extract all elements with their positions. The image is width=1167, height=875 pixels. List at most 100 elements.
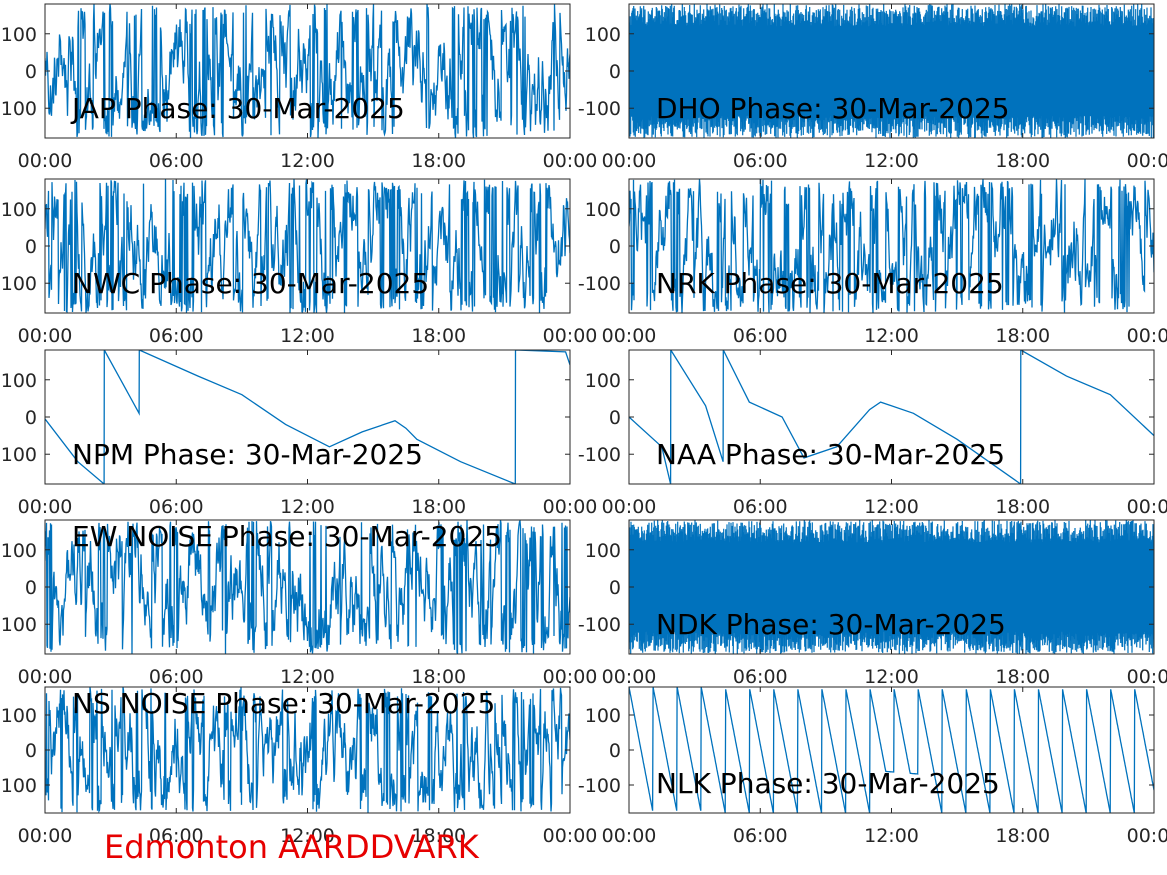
- x-tick-label: 00:00: [602, 150, 657, 172]
- phase-panel: 100 0 100 00:00 06:00 12:00 18:00 00:00 NWC Phas…: [1, 178, 597, 347]
- y-tick-label: 100: [1, 444, 37, 466]
- x-tick-label: 00:00: [1127, 325, 1167, 347]
- y-tick-label: 0: [609, 740, 621, 762]
- x-tick-label: 12:00: [280, 666, 335, 688]
- y-tick-label: 100: [585, 199, 621, 221]
- phase-panel: 100 0 -100 00:00 06:00 12:00 18:00 00:00 NLK Pha…: [578, 686, 1167, 847]
- x-tick-label: 06:00: [733, 825, 788, 847]
- y-tick-label: 0: [609, 61, 621, 83]
- x-tick-label: 00:00: [18, 825, 73, 847]
- y-tick-label: -100: [578, 775, 621, 797]
- y-tick-label: 0: [25, 740, 37, 762]
- x-tick-label: 06:00: [733, 150, 788, 172]
- x-tick-label: 00:00: [543, 825, 598, 847]
- x-tick-label: 06:00: [149, 825, 204, 847]
- x-tick-label: 00:00: [543, 150, 598, 172]
- phase-panel: 100 0 100 00:00 06:00 12:00 18:00 00:00 JAP Phas…: [1, 3, 598, 172]
- x-tick-label: 18:00: [995, 666, 1050, 688]
- x-tick-label: 12:00: [280, 325, 335, 347]
- panel-title: EW NOISE Phase: 30-Mar-2025: [72, 520, 502, 553]
- y-tick-label: 0: [609, 577, 621, 599]
- y-tick-label: -100: [578, 444, 621, 466]
- x-tick-label: 00:00: [602, 825, 657, 847]
- x-tick-label: 06:00: [733, 666, 788, 688]
- phase-panel: 100 0 100 00:00 06:00 12:00 18:00 00:00 NPM Phas…: [1, 349, 598, 518]
- phase-trace: [45, 350, 570, 484]
- x-tick-label: 18:00: [411, 150, 466, 172]
- y-tick-label: 0: [25, 61, 37, 83]
- panel-title: NAA Phase: 30-Mar-2025: [656, 438, 1005, 471]
- phase-trace: [45, 4, 570, 138]
- x-tick-label: 12:00: [280, 496, 335, 518]
- x-tick-label: 12:00: [280, 825, 335, 847]
- phase-trace: [45, 520, 570, 654]
- panel-title: NPM Phase: 30-Mar-2025: [72, 438, 423, 471]
- x-tick-label: 18:00: [411, 496, 466, 518]
- phase-panel: 100 0 -100 00:00 06:00 12:00 18:00 00:00 NAA Pha…: [578, 349, 1167, 518]
- y-tick-label: 0: [609, 236, 621, 258]
- panel-title: DHO Phase: 30-Mar-2025: [656, 92, 1010, 125]
- x-tick-label: 18:00: [411, 825, 466, 847]
- x-tick-label: 06:00: [149, 666, 204, 688]
- y-tick-label: 0: [25, 236, 37, 258]
- phase-trace: [629, 687, 1154, 813]
- x-tick-label: 00:00: [602, 666, 657, 688]
- y-tick-label: 100: [585, 705, 621, 727]
- x-tick-label: 12:00: [864, 325, 919, 347]
- y-tick-label: 100: [1, 273, 37, 295]
- x-tick-label: 12:00: [280, 150, 335, 172]
- x-tick-label: 18:00: [995, 496, 1050, 518]
- x-tick-label: 06:00: [149, 325, 204, 347]
- panel-title: NDK Phase: 30-Mar-2025: [656, 608, 1006, 641]
- phase-trace: [45, 687, 570, 813]
- y-tick-label: 100: [585, 540, 621, 562]
- y-tick-label: 0: [25, 577, 37, 599]
- x-tick-label: 18:00: [995, 325, 1050, 347]
- phase-trace: [629, 179, 1154, 313]
- x-tick-label: 12:00: [864, 825, 919, 847]
- phase-trace: [629, 520, 1154, 654]
- y-tick-label: 100: [1, 775, 37, 797]
- panel-title: NRK Phase: 30-Mar-2025: [656, 267, 1004, 300]
- y-tick-label: -100: [578, 614, 621, 636]
- y-tick-label: 100: [1, 98, 37, 120]
- x-tick-label: 00:00: [1127, 150, 1167, 172]
- x-tick-label: 12:00: [864, 150, 919, 172]
- x-tick-label: 18:00: [411, 666, 466, 688]
- phase-panel: 100 0 -100 00:00 06:00 12:00 18:00 00:00 DHO Pha…: [578, 3, 1167, 172]
- y-tick-label: 100: [1, 705, 37, 727]
- x-tick-label: 06:00: [149, 150, 204, 172]
- x-tick-label: 00:00: [1127, 825, 1167, 847]
- x-tick-label: 00:00: [18, 150, 73, 172]
- x-tick-label: 00:00: [543, 496, 598, 518]
- y-tick-label: 100: [585, 370, 621, 392]
- phase-panel: 100 0 100 00:00 06:00 12:00 18:00 00:00 EW NOISE…: [1, 519, 597, 688]
- x-tick-label: 00:00: [18, 496, 73, 518]
- x-tick-label: 06:00: [733, 496, 788, 518]
- y-tick-label: 100: [1, 540, 37, 562]
- x-tick-label: 18:00: [995, 825, 1050, 847]
- x-tick-label: 06:00: [733, 325, 788, 347]
- x-tick-label: 00:00: [602, 325, 657, 347]
- panel-title: JAP Phase: 30-Mar-2025: [70, 92, 405, 125]
- phase-panel: 100 0 -100 00:00 06:00 12:00 18:00 00:00 NDK Pha…: [578, 519, 1167, 688]
- y-tick-label: 100: [1, 24, 37, 46]
- phase-trace: [629, 4, 1154, 138]
- y-tick-label: 0: [609, 407, 621, 429]
- x-tick-label: 00:00: [18, 666, 73, 688]
- x-tick-label: 06:00: [149, 496, 204, 518]
- phase-trace: [629, 350, 1154, 484]
- y-tick-label: 100: [1, 370, 37, 392]
- phase-panel: 100 0 -100 00:00 06:00 12:00 18:00 00:00 NRK Pha…: [578, 178, 1167, 347]
- panel-title: NWC Phase: 30-Mar-2025: [72, 267, 429, 300]
- x-tick-label: 12:00: [864, 496, 919, 518]
- x-tick-label: 00:00: [18, 325, 73, 347]
- y-tick-label: 100: [1, 614, 37, 636]
- x-tick-label: 18:00: [411, 325, 466, 347]
- x-tick-label: 00:00: [602, 496, 657, 518]
- station-label: Edmonton AARDDVARK: [104, 828, 479, 866]
- x-tick-label: 00:00: [1127, 496, 1167, 518]
- phase-trace: [45, 179, 570, 313]
- y-tick-label: -100: [578, 98, 621, 120]
